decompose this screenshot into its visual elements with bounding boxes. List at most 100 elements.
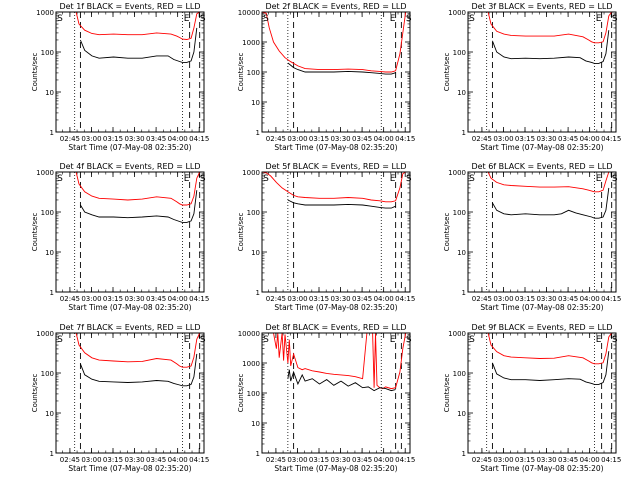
x-tick-label: 03:30 bbox=[330, 456, 350, 464]
series-group bbox=[262, 172, 406, 209]
segment-marker: S bbox=[57, 14, 63, 24]
y-tick-label: 1000 bbox=[448, 330, 466, 338]
detector-panel: Det 5f BLACK = Events, RED = LLD 1 10 100 10… bbox=[237, 162, 415, 312]
y-tick-label: 100 bbox=[247, 209, 260, 217]
y-tick-label: 10 bbox=[457, 89, 466, 97]
x-tick-label: 02:45 bbox=[266, 295, 286, 303]
series-line-lld bbox=[468, 12, 616, 44]
series-line-events bbox=[287, 369, 396, 392]
segment-marker: S bbox=[469, 335, 475, 345]
y-axis-label: Counts/sec bbox=[31, 213, 39, 252]
vertical-markers bbox=[287, 333, 402, 453]
segment-marker: S bbox=[406, 174, 412, 184]
x-tick-label: 03:00 bbox=[493, 295, 513, 303]
series-line-events bbox=[79, 27, 198, 63]
y-tick-label: 1000 bbox=[448, 9, 466, 17]
x-tick-label: 03:45 bbox=[558, 135, 578, 143]
y-tick-label: 1000 bbox=[36, 9, 54, 17]
x-tick-label: 04:00 bbox=[374, 135, 394, 143]
x-tick-label: 04:15 bbox=[395, 295, 415, 303]
y-tick-label: 10000 bbox=[238, 330, 260, 338]
panel-title: Det 2f BLACK = Events, RED = LLD bbox=[265, 2, 406, 11]
segment-marker: E bbox=[596, 14, 602, 24]
series-line-events bbox=[287, 199, 396, 209]
x-tick-label: 03:00 bbox=[493, 456, 513, 464]
panel-title: Det 4f BLACK = Events, RED = LLD bbox=[59, 162, 200, 171]
series-line-lld bbox=[262, 12, 407, 73]
x-tick-label: 03:30 bbox=[330, 135, 350, 143]
series-group bbox=[468, 333, 616, 385]
x-tick-label: 02:45 bbox=[60, 295, 80, 303]
y-tick-label: 10000 bbox=[238, 9, 260, 17]
x-axis-label: Start Time (07-May-08 02:35:20) bbox=[274, 303, 397, 312]
detector-panel: Det 8f BLACK = Events, RED = LLD 1 10 100 10… bbox=[237, 323, 415, 473]
y-axis-label: Counts/sec bbox=[443, 53, 451, 92]
x-tick-label: 04:15 bbox=[601, 135, 621, 143]
detector-panel: Det 4f BLACK = Events, RED = LLD 1 10 100 10… bbox=[31, 162, 209, 312]
x-tick-label: 03:30 bbox=[124, 295, 144, 303]
y-tick-label: 1 bbox=[462, 450, 466, 458]
y-axis-label: Counts/sec bbox=[237, 53, 245, 92]
segment-marker: S bbox=[200, 335, 206, 345]
x-tick-label: 03:15 bbox=[515, 456, 535, 464]
y-tick-label: 100 bbox=[453, 370, 466, 378]
series-group bbox=[56, 333, 204, 387]
series-group bbox=[262, 333, 407, 392]
vertical-markers bbox=[74, 333, 201, 453]
x-tick-label: 03:15 bbox=[103, 295, 123, 303]
x-tick-label: 04:15 bbox=[395, 456, 415, 464]
x-tick-label: 03:00 bbox=[81, 135, 101, 143]
series-line-lld bbox=[468, 333, 616, 365]
y-tick-label: 1000 bbox=[36, 169, 54, 177]
series-group bbox=[56, 12, 204, 63]
x-tick-label: 03:45 bbox=[558, 295, 578, 303]
x-axis-label: Start Time (07-May-08 02:35:20) bbox=[68, 143, 191, 152]
x-tick-label: 03:15 bbox=[309, 295, 329, 303]
segment-marker: E bbox=[390, 14, 396, 24]
panel-title: Det 6f BLACK = Events, RED = LLD bbox=[471, 162, 612, 171]
y-tick-label: 100 bbox=[247, 69, 260, 77]
x-axis-label: Start Time (07-May-08 02:35:20) bbox=[480, 303, 603, 312]
x-axis-label: Start Time (07-May-08 02:35:20) bbox=[274, 464, 397, 473]
y-tick-label: 100 bbox=[453, 49, 466, 57]
x-tick-label: 04:15 bbox=[601, 295, 621, 303]
series-line-events bbox=[80, 190, 198, 223]
vertical-markers bbox=[74, 12, 201, 132]
x-tick-label: 03:15 bbox=[309, 135, 329, 143]
x-tick-label: 03:45 bbox=[146, 135, 166, 143]
series-line-lld bbox=[56, 12, 204, 40]
x-tick-label: 02:45 bbox=[472, 135, 492, 143]
panel-title: Det 3f BLACK = Events, RED = LLD bbox=[471, 2, 612, 11]
segment-marker: S bbox=[469, 174, 475, 184]
y-tick-label: 1 bbox=[50, 129, 54, 137]
x-tick-label: 03:30 bbox=[124, 135, 144, 143]
x-axis-label: Start Time (07-May-08 02:35:20) bbox=[274, 143, 397, 152]
panel-title: Det 7f BLACK = Events, RED = LLD bbox=[59, 323, 200, 332]
series-line-lld bbox=[56, 333, 204, 368]
vertical-markers bbox=[486, 12, 613, 132]
segment-marker: S bbox=[612, 335, 618, 345]
segment-marker: E bbox=[184, 174, 190, 184]
detector-panel: Det 9f BLACK = Events, RED = LLD 1 10 100 10… bbox=[443, 323, 621, 473]
y-tick-label: 100 bbox=[247, 390, 260, 398]
x-tick-label: 03:00 bbox=[287, 456, 307, 464]
x-tick-label: 04:00 bbox=[168, 135, 188, 143]
x-tick-label: 04:00 bbox=[374, 295, 394, 303]
panel-frame bbox=[467, 171, 617, 293]
segment-marker: E bbox=[184, 335, 190, 345]
series-line-events bbox=[492, 187, 610, 219]
x-tick-label: 02:45 bbox=[472, 456, 492, 464]
x-tick-label: 04:15 bbox=[601, 456, 621, 464]
detector-panel: Det 1f BLACK = Events, RED = LLD 1 10 100 10… bbox=[31, 2, 209, 152]
x-tick-label: 04:15 bbox=[189, 295, 209, 303]
y-tick-label: 1 bbox=[256, 129, 260, 137]
y-axis-label: Counts/sec bbox=[31, 53, 39, 92]
series-group bbox=[468, 172, 616, 219]
vertical-markers bbox=[486, 333, 613, 453]
x-tick-label: 04:00 bbox=[580, 295, 600, 303]
segment-marker: S bbox=[200, 174, 206, 184]
panel-frame bbox=[55, 171, 205, 293]
x-tick-label: 04:00 bbox=[374, 456, 394, 464]
detector-panel: Det 2f BLACK = Events, RED = LLD 1 10 100 10… bbox=[237, 2, 415, 152]
y-tick-label: 1 bbox=[50, 289, 54, 297]
